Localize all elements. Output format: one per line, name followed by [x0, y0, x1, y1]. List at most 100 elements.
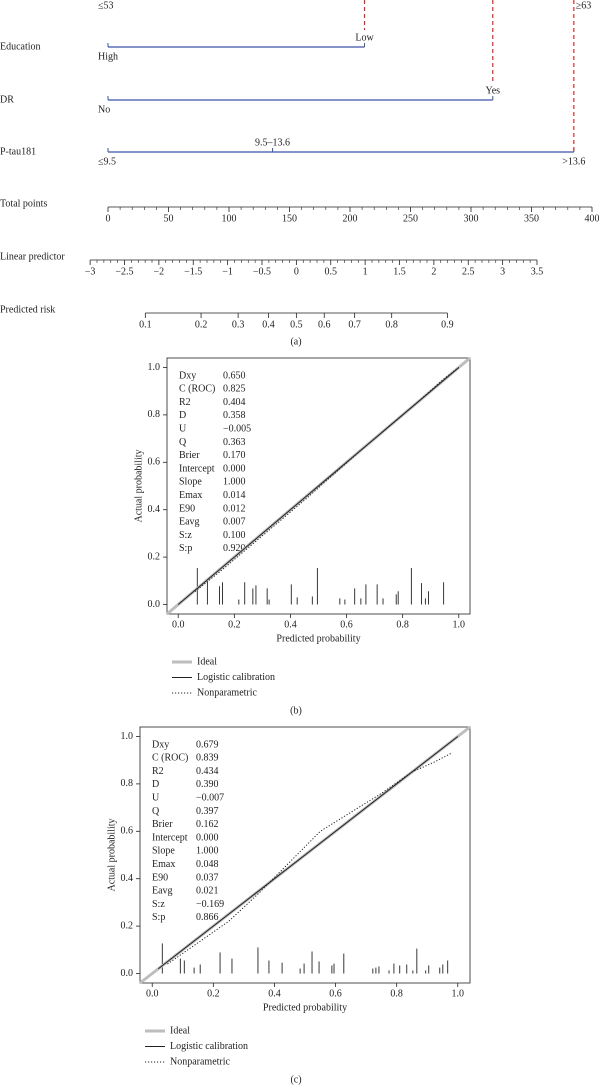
tick-label: −1.5	[184, 266, 202, 277]
stat-value: 0.170	[223, 450, 246, 461]
stat-label: R2	[152, 766, 164, 777]
stat-value: 1.000	[223, 477, 246, 488]
stat-value: 0.021	[196, 886, 219, 897]
x-tick-label: 1.0	[452, 988, 465, 999]
y-tick-label: 0.0	[121, 968, 134, 979]
stat-label: R2	[179, 397, 191, 408]
stat-value: 0.839	[196, 753, 219, 764]
tick-label: 0.5	[290, 319, 303, 330]
stat-value: 0.397	[196, 806, 219, 817]
x-tick-label: 0.0	[146, 988, 159, 999]
level-label: >13.6	[562, 156, 585, 167]
y-axis-label: Actual probability	[106, 818, 117, 891]
tick-label: −2.5	[115, 266, 133, 277]
series-line	[194, 367, 460, 592]
stat-value: 0.358	[223, 410, 246, 421]
stat-label: Emax	[179, 490, 202, 501]
stat-label: C (ROC)	[152, 753, 188, 764]
stat-value: 0.434	[196, 766, 219, 777]
caption: (c)	[290, 1074, 301, 1085]
tick-label: 100	[222, 213, 237, 224]
tick-label: 300	[464, 213, 479, 224]
plot-frame	[139, 726, 471, 984]
y-axis-label: Actual probability	[133, 449, 144, 522]
stat-label: Emax	[152, 859, 175, 870]
x-tick-label: 0.6	[329, 988, 342, 999]
stat-label: Dxy	[152, 739, 169, 750]
stat-label: Intercept	[152, 832, 188, 843]
axis-name: Total points	[0, 198, 47, 209]
stat-value: 0.825	[223, 384, 246, 395]
legend-label: Nonparametric	[197, 687, 258, 698]
stat-value: 0.650	[223, 370, 246, 381]
stat-label: Q	[179, 437, 187, 448]
stat-label: Slope	[152, 846, 175, 857]
tick-label: 0.5	[325, 266, 338, 277]
tick-label: 0	[106, 213, 111, 224]
tick-label: 0.9	[441, 319, 454, 330]
x-tick-label: 0.4	[284, 619, 297, 630]
stat-label: Brier	[152, 819, 173, 830]
stat-label: E90	[152, 872, 168, 883]
legend-label: Ideal	[197, 656, 217, 667]
tick-label: 3.5	[531, 266, 544, 277]
legend-label: Nonparametric	[170, 1056, 231, 1067]
y-tick-label: 0.2	[148, 551, 161, 562]
stat-value: 0.920	[223, 543, 246, 554]
axis-name: Linear predictor	[0, 251, 65, 262]
legend-label: Logistic calibration	[170, 1041, 248, 1052]
tick-label: 200	[343, 213, 358, 224]
tick-label: 0.1	[139, 319, 152, 330]
tick-label: 1.5	[393, 266, 406, 277]
stat-value: 0.037	[196, 872, 219, 883]
series-line	[177, 367, 460, 605]
plot-frame	[166, 357, 471, 615]
y-tick-label: 1.0	[121, 731, 134, 742]
y-tick-label: 0.2	[121, 920, 134, 931]
stat-value: 0.100	[223, 530, 246, 541]
stat-value: 0.404	[223, 397, 246, 408]
y-tick-label: 0.4	[148, 504, 161, 515]
axis-name: Predicted risk	[0, 304, 55, 315]
x-tick-label: 0.6	[340, 619, 353, 630]
stat-value: 0.162	[196, 819, 219, 830]
tick-label: 350	[524, 213, 539, 224]
tick-label: 50	[164, 213, 174, 224]
tick-label: 2.5	[462, 266, 475, 277]
tick-label: 3	[500, 266, 505, 277]
level-label: Yes	[485, 85, 500, 96]
level-label: ≥63	[576, 0, 592, 11]
stat-value: 0.048	[196, 859, 219, 870]
stat-label: S:p	[179, 543, 192, 554]
stat-value: 0.866	[196, 912, 219, 923]
level-label: Low	[355, 32, 374, 43]
legend-label: Logistic calibration	[197, 672, 275, 683]
stat-label: Eavg	[179, 517, 200, 528]
level-label: No	[98, 104, 110, 115]
tick-label: −0.5	[253, 266, 271, 277]
level-label: 9.5–13.6	[255, 137, 290, 148]
x-tick-label: 1.0	[453, 619, 466, 630]
stat-value: 0.012	[223, 503, 246, 514]
stat-label: S:z	[152, 899, 165, 910]
y-tick-label: 0.6	[148, 457, 161, 468]
caption: (b)	[290, 705, 302, 716]
stat-value: 0.679	[196, 739, 219, 750]
stat-value: 0.390	[196, 779, 219, 790]
y-tick-label: 1.0	[148, 362, 161, 373]
stat-value: 0.000	[196, 832, 219, 843]
x-tick-label: 0.8	[396, 619, 409, 630]
tick-label: 0.2	[195, 319, 208, 330]
stat-value: 0.363	[223, 437, 246, 448]
tick-label: 0.7	[348, 319, 361, 330]
y-tick-label: 0.8	[121, 778, 134, 789]
tick-label: 400	[585, 213, 599, 224]
variable-name: Education	[0, 41, 41, 52]
tick-label: 0.8	[385, 319, 398, 330]
stat-label: Brier	[179, 450, 200, 461]
caption: (a)	[290, 336, 301, 347]
stat-label: C (ROC)	[179, 384, 215, 395]
stat-label: Q	[152, 806, 160, 817]
